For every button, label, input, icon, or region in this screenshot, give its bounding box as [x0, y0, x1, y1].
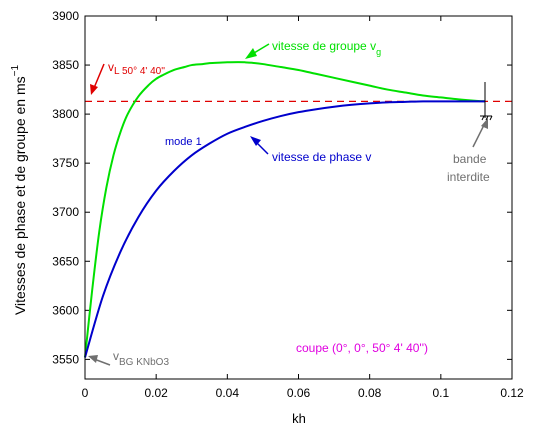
- annotation-group-velocity-text: vitesse de groupe v: [272, 39, 376, 53]
- x-tick-label: 0.02: [144, 386, 168, 400]
- y-tick-label: 3800: [52, 107, 79, 121]
- x-axis-label: kh: [292, 411, 306, 426]
- annotation-group-velocity: vitesse de groupe vg: [272, 39, 381, 57]
- arrowhead-vbg-icon: [88, 355, 98, 363]
- x-tick-label: 0.06: [287, 386, 311, 400]
- series-phase-velocity-line: [84, 100, 486, 358]
- x-tick-label: 0.1: [432, 386, 449, 400]
- y-axis-label-text: Vitesses de phase et de groupe en ms: [12, 76, 28, 315]
- y-tick-label: 3850: [52, 58, 79, 72]
- arrowhead-vl-icon: [90, 84, 98, 95]
- y-tick-label: 3700: [52, 205, 79, 219]
- x-tick-label: 0.12: [500, 386, 524, 400]
- annotation-vl-main: v: [108, 60, 114, 74]
- arrowhead-group-velocity-icon: [245, 48, 257, 59]
- x-tick-label: 0: [82, 386, 89, 400]
- arrowhead-bande-interdite-icon: [481, 118, 488, 129]
- y-tick-label: 3750: [52, 156, 79, 170]
- series-group-velocity-line: [84, 61, 486, 358]
- x-tick-label: 0.08: [358, 386, 382, 400]
- y-tick-label: 3650: [52, 254, 79, 268]
- annotation-mode-1: mode 1: [165, 136, 202, 148]
- annotation-vbg: vBG KNbO3: [113, 349, 169, 368]
- annotation-coupe: coupe (0°, 0°, 50° 4' 40''): [296, 341, 428, 355]
- x-axis-ticks: 0 0.02 0.04 0.06 0.08 0.1 0.12: [82, 16, 524, 400]
- y-axis-label-superscript: −1: [10, 65, 21, 77]
- annotation-group-velocity-sub: g: [376, 47, 381, 57]
- x-tick-label: 0.04: [216, 386, 240, 400]
- arrow-bande-interdite: [472, 124, 485, 148]
- y-tick-label: 3900: [52, 9, 79, 23]
- y-axis-label: Vitesses de phase et de groupe en ms−1: [10, 65, 28, 316]
- y-tick-label: 3600: [52, 303, 79, 317]
- plot-frame: [84, 15, 513, 380]
- annotation-vbg-main: v: [113, 349, 119, 363]
- annotation-vbg-sub: BG KNbO3: [119, 357, 169, 368]
- annotation-vl-sub: L 50° 4' 40'': [114, 66, 165, 77]
- annotation-phase-velocity: vitesse de phase v: [272, 150, 371, 164]
- y-axis-ticks: 3550 3600 3650 3700 3750 3800 3850 3900: [52, 9, 512, 366]
- y-tick-label: 3550: [52, 352, 79, 366]
- annotation-bande: bande: [453, 152, 487, 166]
- arrow-vl: [93, 63, 105, 89]
- arrowhead-phase-velocity-icon: [250, 136, 261, 146]
- annotation-interdite: interdite: [447, 170, 490, 184]
- annotation-vl: vL 50° 4' 40'': [108, 60, 165, 77]
- forbidden-band-marker: [480, 82, 493, 121]
